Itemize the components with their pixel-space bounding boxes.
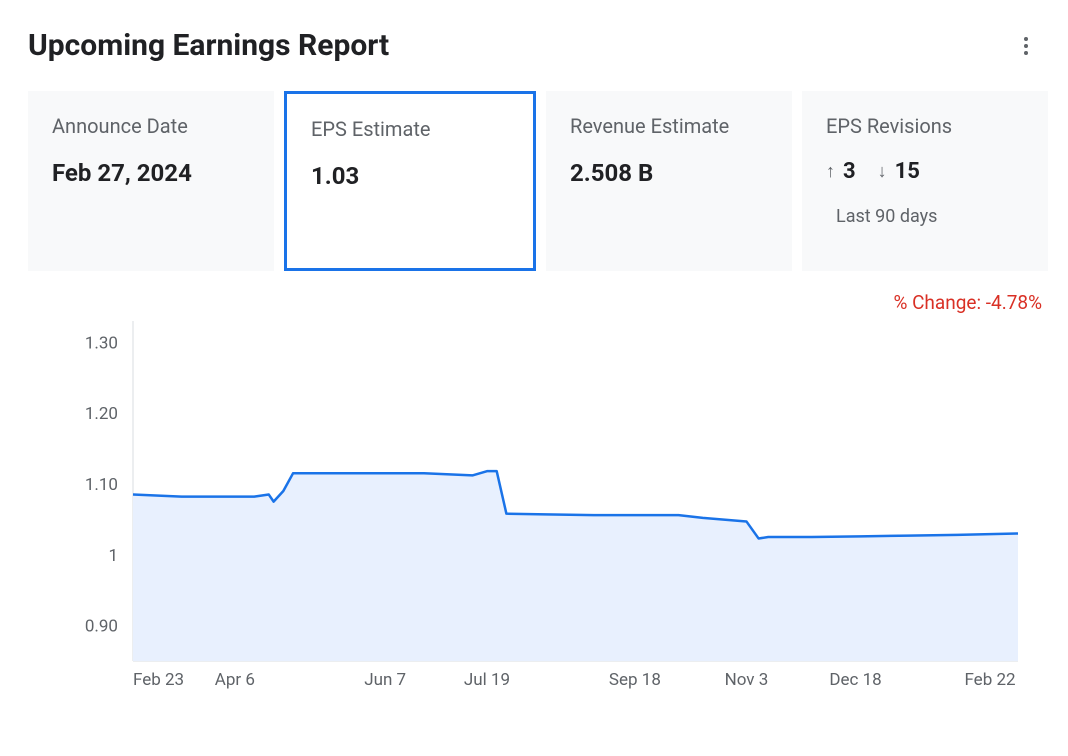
eps-revisions-card[interactable]: EPS Revisions ↑ 3 ↓ 15 Last 90 days [802, 91, 1048, 271]
arrow-down-icon: ↓ [878, 161, 887, 182]
svg-text:Nov 3: Nov 3 [725, 670, 769, 690]
eps-chart: % Change: -4.78% 0.90 1 1.10 1.20 1.30 Feb 23… [28, 291, 1048, 701]
svg-text:1.30: 1.30 [85, 333, 118, 353]
card-value: 1.03 [311, 162, 509, 190]
revisions-note: Last 90 days [826, 206, 1024, 227]
svg-text:Jul 19: Jul 19 [464, 670, 510, 690]
arrow-up-icon: ↑ [826, 161, 835, 182]
svg-text:Jun 7: Jun 7 [364, 670, 406, 690]
card-label: EPS Revisions [826, 113, 1024, 139]
card-label: Revenue Estimate [570, 113, 768, 139]
svg-text:1.10: 1.10 [85, 475, 118, 495]
card-label: EPS Estimate [311, 116, 509, 142]
svg-text:Sep 18: Sep 18 [609, 670, 661, 690]
revisions-down: 15 [895, 159, 920, 184]
card-value: 2.508 B [570, 159, 768, 187]
svg-text:Feb 23: Feb 23 [133, 670, 184, 690]
more-menu-icon[interactable] [1014, 34, 1038, 58]
announce-date-card[interactable]: Announce Date Feb 27, 2024 [28, 91, 274, 271]
svg-text:1: 1 [108, 546, 118, 566]
revenue-estimate-card[interactable]: Revenue Estimate 2.508 B [546, 91, 792, 271]
page-title: Upcoming Earnings Report [28, 28, 389, 63]
card-value: Feb 27, 2024 [52, 159, 250, 187]
chart-svg: 0.90 1 1.10 1.20 1.30 Feb 23 Apr 6 Jun 7 Jul 19 S… [28, 291, 1028, 701]
card-label: Announce Date [52, 113, 250, 139]
eps-estimate-card[interactable]: EPS Estimate 1.03 [284, 91, 536, 271]
svg-text:Apr 6: Apr 6 [215, 670, 255, 690]
svg-text:Dec 18: Dec 18 [829, 670, 881, 690]
revisions-up: 3 [843, 159, 856, 184]
svg-text:Feb 22: Feb 22 [964, 670, 1015, 690]
svg-text:0.90: 0.90 [85, 617, 118, 637]
stat-cards: Announce Date Feb 27, 2024 EPS Estimate … [28, 91, 1048, 271]
revisions-values: ↑ 3 ↓ 15 [826, 159, 1024, 184]
svg-text:1.20: 1.20 [85, 404, 118, 424]
pct-change-label: % Change: -4.78% [893, 291, 1042, 314]
